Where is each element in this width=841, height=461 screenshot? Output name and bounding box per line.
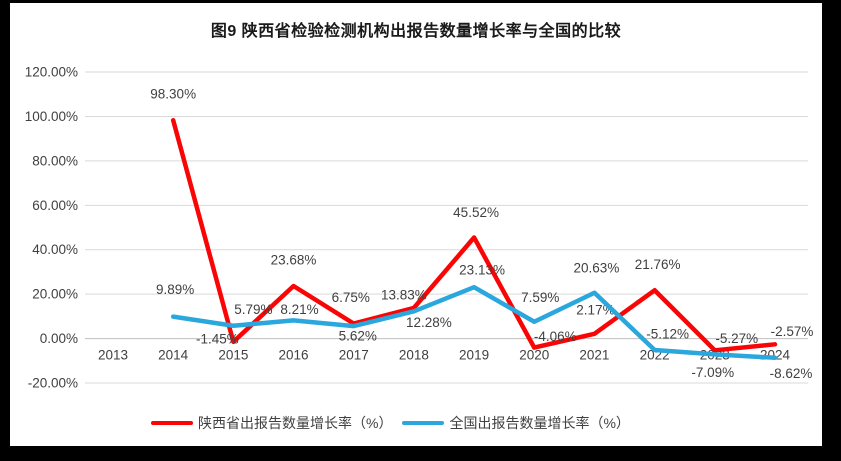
data-label: 8.21% <box>280 302 318 317</box>
data-label: 12.28% <box>406 315 452 330</box>
x-axis-tick-label: 2021 <box>579 348 609 363</box>
chart-title: 图9 陕西省检验检测机构出报告数量增长率与全国的比较 <box>210 23 622 40</box>
series-line-1 <box>170 284 778 360</box>
chart-canvas: 120.00% 100.00% 80.00% 60.00% 40.00% 20.00% 0.… <box>10 3 822 446</box>
data-label: -1.45% <box>196 331 239 346</box>
legend-item-shaanxi: 陕西省出报告数量增长率（%） <box>151 413 392 433</box>
y-axis-tick-label: 120.00% <box>25 65 78 80</box>
x-axis-tick-label: 2015 <box>218 348 248 363</box>
chart-legend: 陕西省出报告数量增长率（%） 全国出报告数量增长率（%） <box>151 411 640 435</box>
legend-swatch-shaanxi <box>151 421 193 425</box>
data-label: 5.62% <box>339 329 377 344</box>
data-label: 23.13% <box>459 263 505 278</box>
data-label: -7.09% <box>691 365 734 380</box>
x-axis-tick-label: 2016 <box>279 348 309 363</box>
data-label: -8.62% <box>770 366 813 381</box>
x-axis-tick-label: 2018 <box>399 348 429 363</box>
data-label: 21.76% <box>635 257 681 272</box>
legend-label-national: 全国出报告数量增长率（%） <box>449 415 630 431</box>
line-chart: 120.00% 100.00% 80.00% 60.00% 40.00% 20.00% 0.… <box>25 65 814 391</box>
data-label: 20.63% <box>574 260 620 275</box>
legend-label-shaanxi: 陕西省出报告数量增长率（%） <box>198 415 393 431</box>
x-axis-tick-label: 2020 <box>519 348 549 363</box>
data-label: 23.68% <box>271 252 317 267</box>
data-label: 45.52% <box>453 205 499 220</box>
x-axis-tick-label: 2019 <box>459 348 489 363</box>
y-axis-tick-label: 0.00% <box>40 331 78 346</box>
y-axis-tick-label: 80.00% <box>32 153 78 168</box>
y-axis-tick-label: 20.00% <box>32 287 78 302</box>
y-axis-tick-label: 60.00% <box>32 198 78 213</box>
y-axis-tick-label: 40.00% <box>32 242 78 257</box>
data-label: 9.89% <box>156 282 194 297</box>
data-label: 13.83% <box>381 287 427 302</box>
data-label: -4.06% <box>534 329 577 344</box>
data-label: -5.12% <box>646 326 689 341</box>
x-axis-tick-label: 2017 <box>339 348 369 363</box>
data-label: 5.79% <box>234 302 272 317</box>
series-line-0 <box>170 117 778 353</box>
data-label: -2.57% <box>771 324 814 339</box>
data-label: -5.27% <box>715 331 758 346</box>
data-label: 6.75% <box>332 290 370 305</box>
data-label: 7.59% <box>521 290 559 305</box>
x-axis-tick-label: 2014 <box>158 348 189 363</box>
data-label: 98.30% <box>150 87 196 102</box>
x-axis-tick-label: 2013 <box>98 348 128 363</box>
legend-swatch-national <box>402 421 445 425</box>
y-axis-tick-label: -20.00% <box>28 376 78 391</box>
y-axis-tick-label: 100.00% <box>25 109 78 124</box>
legend-item-national: 全国出报告数量增长率（%） <box>402 413 630 433</box>
data-label: 2.17% <box>576 302 614 317</box>
